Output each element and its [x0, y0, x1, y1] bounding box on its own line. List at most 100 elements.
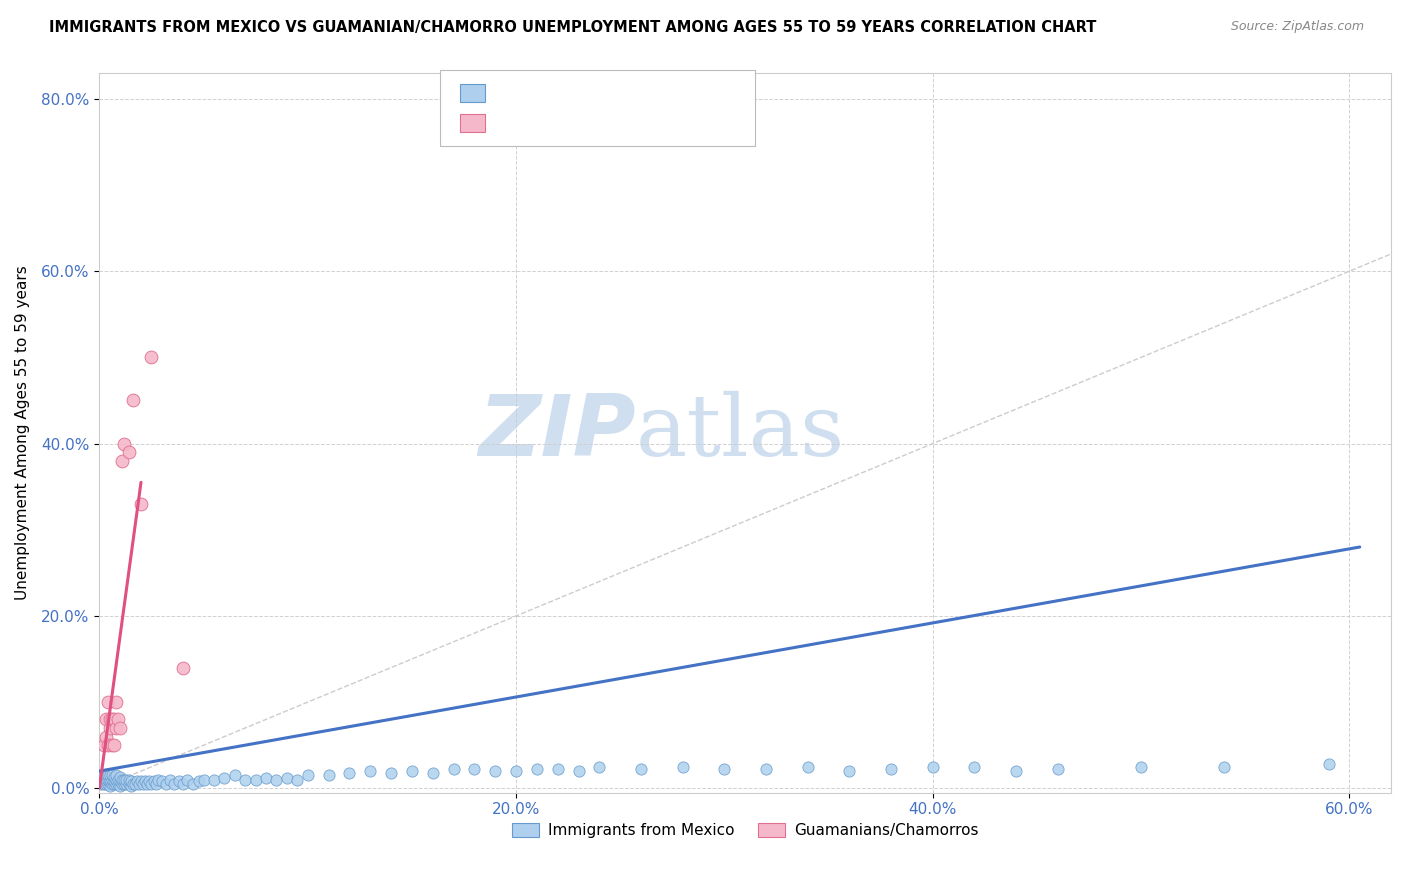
Point	[94, 730, 117, 744]
Point	[167, 774, 190, 789]
Point	[97, 738, 120, 752]
Point	[630, 763, 652, 777]
Text: atlas: atlas	[636, 392, 845, 475]
Point	[94, 777, 117, 791]
Point	[115, 777, 138, 791]
Point	[111, 777, 134, 791]
Point	[108, 774, 131, 789]
Point	[97, 768, 120, 782]
Point	[463, 763, 485, 777]
Point	[125, 774, 148, 789]
Point	[484, 764, 506, 778]
Point	[359, 764, 381, 778]
Point	[159, 772, 181, 787]
Point	[188, 774, 211, 789]
Point	[117, 445, 139, 459]
Point	[1213, 760, 1236, 774]
Point	[193, 772, 215, 787]
Point	[297, 768, 319, 782]
Point	[202, 772, 225, 787]
Point	[101, 712, 124, 726]
Point	[94, 768, 117, 782]
Point	[401, 764, 423, 778]
Point	[94, 772, 117, 787]
Point	[101, 772, 124, 787]
Point	[138, 774, 160, 789]
Point	[90, 772, 112, 787]
Point	[1130, 760, 1153, 774]
Point	[103, 770, 125, 784]
Point	[112, 436, 135, 450]
Point	[963, 760, 986, 774]
Point	[93, 772, 115, 787]
Point	[1046, 763, 1069, 777]
Point	[172, 661, 194, 675]
Point	[132, 777, 155, 791]
Point	[224, 768, 246, 782]
Point	[838, 764, 860, 778]
Point	[1005, 764, 1028, 778]
Point	[105, 721, 128, 735]
Point	[108, 779, 131, 793]
Text: Source: ZipAtlas.com: Source: ZipAtlas.com	[1230, 20, 1364, 33]
Legend: Immigrants from Mexico, Guamanians/Chamorros: Immigrants from Mexico, Guamanians/Chamo…	[505, 817, 984, 844]
Point	[93, 768, 115, 782]
Point	[150, 774, 173, 789]
Point	[105, 695, 128, 709]
Point	[422, 765, 444, 780]
Point	[98, 712, 121, 726]
Point	[103, 712, 125, 726]
Point	[105, 768, 128, 782]
Point	[103, 774, 125, 789]
Point	[111, 772, 134, 787]
Point	[98, 772, 121, 787]
Point	[121, 777, 143, 791]
Point	[755, 763, 778, 777]
Point	[134, 774, 156, 789]
Point	[547, 763, 569, 777]
Point	[266, 772, 288, 787]
Point	[111, 454, 134, 468]
Point	[103, 777, 125, 791]
Point	[172, 777, 194, 791]
Point	[233, 772, 256, 787]
Point	[101, 738, 124, 752]
Point	[713, 763, 735, 777]
Point	[105, 777, 128, 791]
Point	[94, 712, 117, 726]
Point	[526, 763, 548, 777]
Point	[105, 772, 128, 787]
Point	[380, 765, 402, 780]
Point	[318, 768, 340, 782]
Point	[97, 772, 120, 787]
Point	[117, 777, 139, 791]
Point	[124, 777, 146, 791]
Point	[155, 777, 177, 791]
Point	[98, 721, 121, 735]
Point	[108, 721, 131, 735]
Point	[93, 738, 115, 752]
Point	[176, 772, 198, 787]
Point	[796, 760, 818, 774]
Point	[567, 764, 589, 778]
Point	[120, 774, 142, 789]
Point	[115, 772, 138, 787]
Text: ZIP: ZIP	[478, 392, 636, 475]
Y-axis label: Unemployment Among Ages 55 to 59 years: Unemployment Among Ages 55 to 59 years	[15, 266, 30, 600]
Point	[129, 774, 152, 789]
Point	[93, 777, 115, 791]
Point	[145, 777, 167, 791]
Point	[214, 771, 236, 785]
Point	[101, 777, 124, 791]
Point	[107, 777, 129, 791]
Point	[120, 779, 142, 793]
Point	[245, 772, 267, 787]
Point	[107, 712, 129, 726]
Point	[128, 777, 150, 791]
Point	[142, 774, 165, 789]
Point	[108, 770, 131, 784]
Point	[146, 772, 169, 787]
Point	[254, 771, 277, 785]
Point	[181, 777, 204, 791]
Point	[1317, 757, 1340, 772]
